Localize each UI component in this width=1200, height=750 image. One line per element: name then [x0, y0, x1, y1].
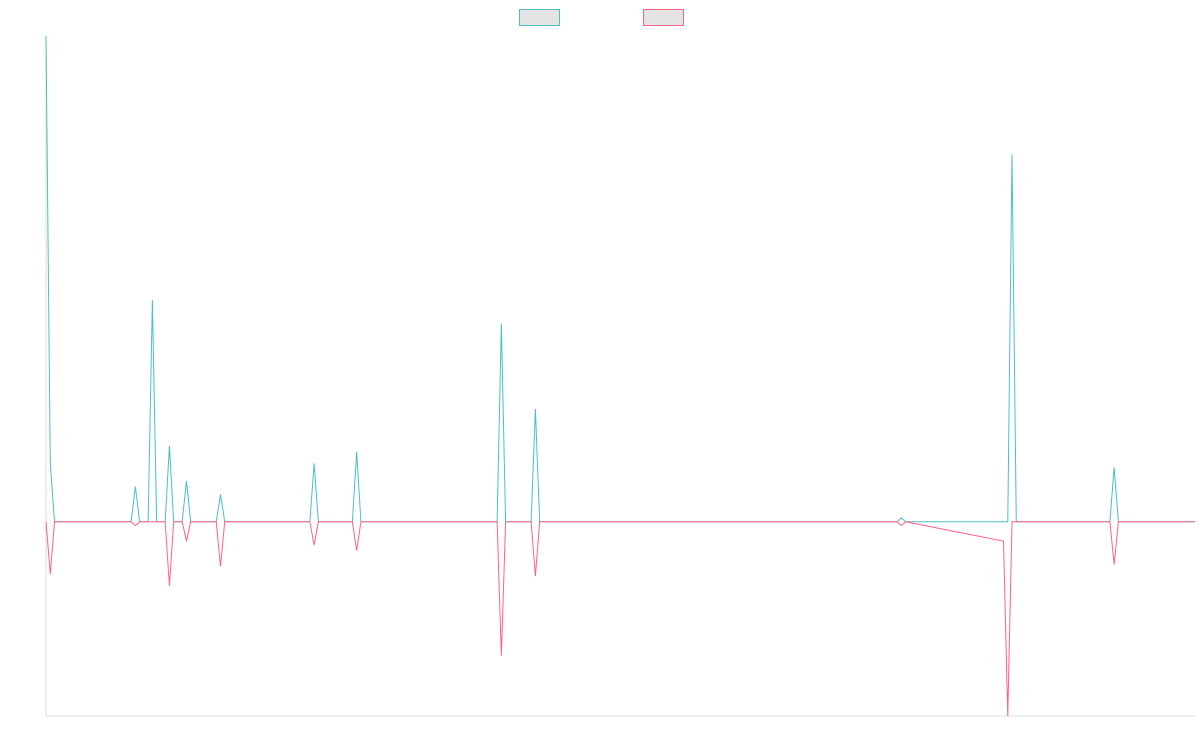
- series-2-line: [45, 521, 1195, 717]
- legend: [519, 9, 684, 26]
- legend-item-1[interactable]: [519, 9, 560, 26]
- axes: [45, 36, 1195, 717]
- series-lines: [45, 35, 1195, 717]
- legend-swatch-1: [519, 9, 560, 26]
- series-1-line: [45, 35, 1195, 523]
- legend-swatch-2: [643, 9, 684, 26]
- legend-item-2[interactable]: [643, 9, 684, 26]
